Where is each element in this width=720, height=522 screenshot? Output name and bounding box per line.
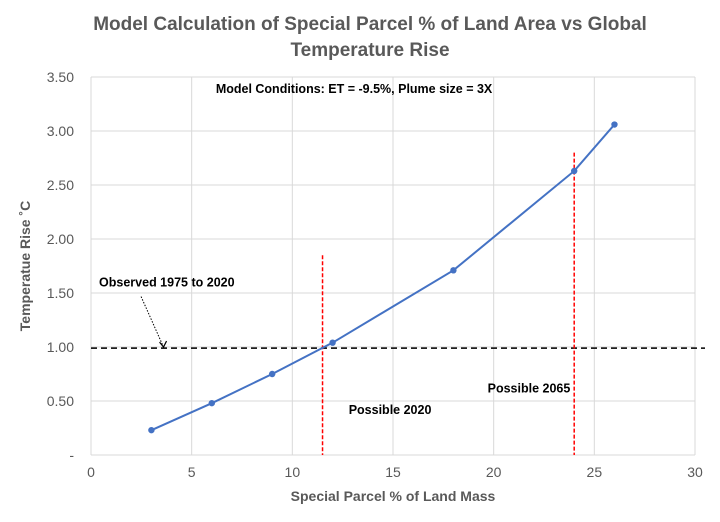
data-point xyxy=(148,426,155,434)
x-tick-label: 10 xyxy=(285,464,301,480)
data-point xyxy=(329,339,336,346)
chart-title-line-1: Model Calculation of Special Parcel % of… xyxy=(93,14,647,35)
y-tick-label: 3.00 xyxy=(47,123,74,139)
y-tick-label: 2.50 xyxy=(47,177,74,193)
y-axis: - 0.50 1.00 1.50 2.00 2.50 3.00 3.50 xyxy=(47,69,75,463)
annotation-text: Possible 2065 xyxy=(488,381,571,395)
x-tick-label: 20 xyxy=(486,464,502,480)
x-tick-label: 15 xyxy=(385,464,401,480)
x-tick-label: 0 xyxy=(87,464,95,480)
annotation-text: Observed 1975 to 2020 xyxy=(99,276,235,290)
y-tick-label: 1.00 xyxy=(47,339,74,355)
x-tick-label: 5 xyxy=(188,464,196,480)
data-point xyxy=(571,167,578,175)
x-axis-label: Special Parcel % of Land Mass xyxy=(291,488,496,504)
y-axis-label: Temperatue Rise ˚C xyxy=(17,201,33,331)
x-axis: 0 5 10 15 20 25 30 xyxy=(87,464,703,480)
y-tick-label: 2.00 xyxy=(47,231,74,247)
y-tick-label: 3.50 xyxy=(47,69,74,85)
y-tick-label: 0.50 xyxy=(47,393,74,409)
series xyxy=(148,121,618,434)
annotations: Model Conditions: ET = -9.5%, Plume size… xyxy=(99,82,570,417)
chart-title-line-2: Temperature Rise xyxy=(290,40,449,61)
y-tick-label: - xyxy=(69,447,74,463)
x-tick-label: 30 xyxy=(687,464,703,480)
data-point xyxy=(450,267,457,274)
reference-lines xyxy=(91,152,705,455)
annotation-arrow xyxy=(140,296,164,348)
annotation-text: Possible 2020 xyxy=(349,403,432,417)
annotation-text: Model Conditions: ET = -9.5%, Plume size… xyxy=(216,82,493,96)
x-tick-label: 25 xyxy=(587,464,603,480)
arrowhead-icon xyxy=(159,340,168,349)
y-tick-label: 1.50 xyxy=(47,285,74,301)
grid xyxy=(90,76,696,456)
data-point xyxy=(611,121,618,128)
data-point xyxy=(208,399,215,407)
data-point xyxy=(269,370,276,378)
